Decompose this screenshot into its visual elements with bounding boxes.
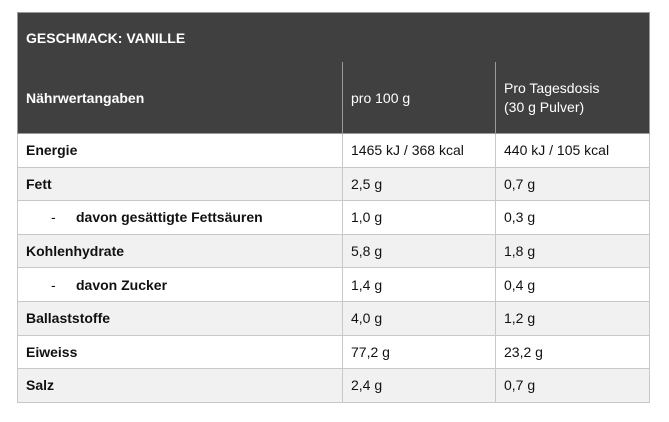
value-cell: 440 kJ / 105 kcal	[496, 134, 650, 168]
value-cell: 1,2 g	[496, 302, 650, 336]
value-cell: 23,2 g	[496, 335, 650, 370]
value: 2,4 g	[351, 377, 383, 394]
value-cell: 2,4 g	[343, 369, 496, 403]
value: 0,7 g	[504, 175, 536, 192]
value: 0,3 g	[504, 209, 536, 226]
value-cell: 0,4 g	[496, 268, 650, 302]
value: 1,0 g	[351, 209, 383, 226]
value: 1,2 g	[504, 310, 536, 327]
value-cell: 0,7 g	[496, 369, 650, 403]
header-cell: Nährwertangaben	[17, 62, 343, 134]
value: 23,2 g	[504, 343, 543, 360]
value: 5,8 g	[351, 243, 383, 260]
value: 1,4 g	[351, 276, 383, 293]
value-cell: 1,8 g	[496, 234, 650, 269]
row-label: Salz	[26, 377, 55, 394]
row-label-cell: Fett	[17, 167, 343, 202]
row-label: Kohlenhydrate	[26, 243, 125, 260]
table-title: GESCHMACK: VANILLE	[26, 29, 186, 46]
value: 440 kJ / 105 kcal	[504, 142, 610, 159]
column-header: Nährwertangaben	[26, 89, 145, 106]
column-header-line: (30 g Pulver)	[504, 98, 585, 115]
row-label-cell: Eiweiss	[17, 335, 343, 370]
value: 2,5 g	[351, 175, 383, 192]
row-label: Eiweiss	[26, 343, 78, 360]
title-cell: GESCHMACK: VANILLE	[17, 12, 650, 63]
row-label-cell: Energie	[17, 134, 343, 168]
row-label-cell: Ballaststoffe	[17, 302, 343, 336]
value-cell: 4,0 g	[343, 302, 496, 336]
row-label: Fett	[26, 175, 52, 192]
row-label: Ballaststoffe	[26, 310, 111, 327]
value-cell: 1465 kJ / 368 kcal	[343, 134, 496, 168]
value-cell: 5,8 g	[343, 234, 496, 269]
value-cell: 0,7 g	[496, 167, 650, 202]
value: 1465 kJ / 368 kcal	[351, 142, 464, 159]
row-label-cell: - davon gesättigte Fettsäuren	[17, 201, 343, 235]
value-cell: 2,5 g	[343, 167, 496, 202]
row-label: Energie	[26, 142, 78, 159]
value: 0,4 g	[504, 276, 536, 293]
value: 4,0 g	[351, 310, 383, 327]
column-header-line: Pro Tagesdosis	[504, 79, 600, 96]
value-cell: 0,3 g	[496, 201, 650, 235]
row-marker: -	[51, 209, 56, 226]
row-label: davon gesättigte Fettsäuren	[76, 209, 263, 226]
value-cell: 1,4 g	[343, 268, 496, 302]
row-marker: -	[51, 276, 56, 293]
value: 0,7 g	[504, 377, 536, 394]
header-lines: Pro Tagesdosis (30 g Pulver)	[504, 79, 599, 117]
row-label: davon Zucker	[76, 276, 168, 293]
header-cell: pro 100 g	[343, 62, 496, 134]
row-label-cell: Salz	[17, 369, 343, 403]
column-header: pro 100 g	[351, 89, 411, 106]
value: 77,2 g	[351, 343, 390, 360]
row-label-cell: Kohlenhydrate	[17, 234, 343, 269]
row-label-cell: - davon Zucker	[17, 268, 343, 302]
value-cell: 77,2 g	[343, 335, 496, 370]
value-cell: 1,0 g	[343, 201, 496, 235]
value: 1,8 g	[504, 243, 536, 260]
header-cell: Pro Tagesdosis (30 g Pulver)	[496, 62, 650, 134]
